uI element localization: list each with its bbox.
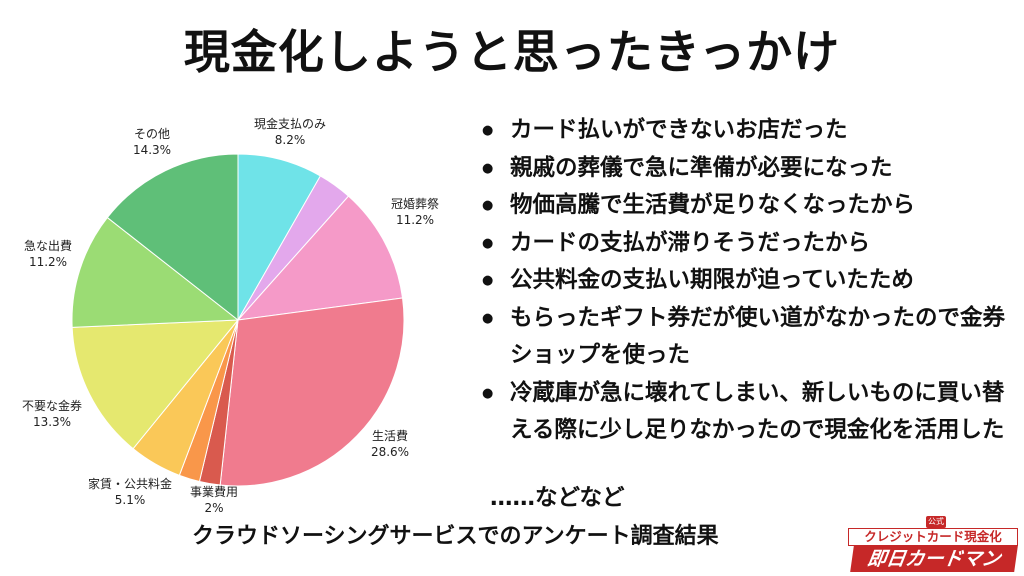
reason-item: 物価高騰で生活費が足りなくなったから — [482, 187, 1012, 225]
pie-slice — [219, 297, 405, 487]
slice-value-label: 13.3% — [33, 415, 71, 429]
slice-label: 不要な金券 — [22, 398, 82, 413]
pie-slice — [71, 216, 240, 328]
slice-label: 冠婚葬祭 — [391, 197, 439, 211]
pie-slice — [236, 195, 404, 321]
pie-slice — [71, 319, 240, 450]
slice-label: 生活費 — [372, 428, 408, 443]
slice-label: 事業費用 — [190, 484, 238, 499]
logo-line2: 即日カードマン — [850, 546, 1018, 572]
reason-item: 冷蔵庫が急に壊れてしまい、新しいものに買い替える際に少し足りなかったので現金化を… — [482, 375, 1012, 450]
reason-item: 親戚の葬儀で急に準備が必要になった — [482, 150, 1012, 188]
slice-value-label: 11.2% — [29, 255, 67, 269]
pie-slice — [106, 153, 239, 322]
slice-label: 現金支払のみ — [254, 116, 326, 131]
slice-value-label: 28.6% — [371, 445, 409, 459]
source-note: クラウドソーシングサービスでのアンケート調査結果 — [192, 524, 719, 549]
slice-value-label: 8.2% — [275, 133, 306, 147]
reason-item: 公共料金の支払い期限が迫っていたため — [482, 262, 1012, 300]
page-title: 現金化しようと思ったきっかけ — [183, 25, 841, 79]
logo-badge: 公式 — [926, 516, 946, 528]
slice-value-label: 14.3% — [133, 143, 171, 157]
slice-label: 急な出費 — [24, 238, 72, 253]
etc-note: ……などなど — [490, 485, 625, 511]
slice-label: 家賃・公共料金 — [88, 476, 172, 491]
logo-line1: クレジットカード現金化 — [848, 528, 1018, 546]
pie-chart: 現金支払のみ 8.2% 冠婚葬祭 11.2% 生活費 28.6% 事業費用 2% 家賃・公共料金… — [22, 116, 439, 515]
brand-logo: 公式 クレジットカード現金化 即日カードマン — [848, 512, 1020, 572]
slice-label: その他 — [134, 127, 170, 141]
reason-item: カード払いができないお店だった — [482, 112, 1012, 150]
reason-item: カードの支払が滞りそうだったから — [482, 225, 1012, 263]
slice-value-label: 2% — [204, 501, 223, 515]
pie-slice — [237, 153, 322, 322]
slice-value-label: 5.1% — [115, 493, 146, 507]
slice-value-label: 11.2% — [396, 213, 434, 227]
reason-item: もらったギフト券だが使い道がなかったので金券ショップを使った — [482, 300, 1012, 375]
reasons-list: カード払いができないお店だった 親戚の葬儀で急に準備が必要になった 物価高騰で生… — [482, 112, 1012, 450]
